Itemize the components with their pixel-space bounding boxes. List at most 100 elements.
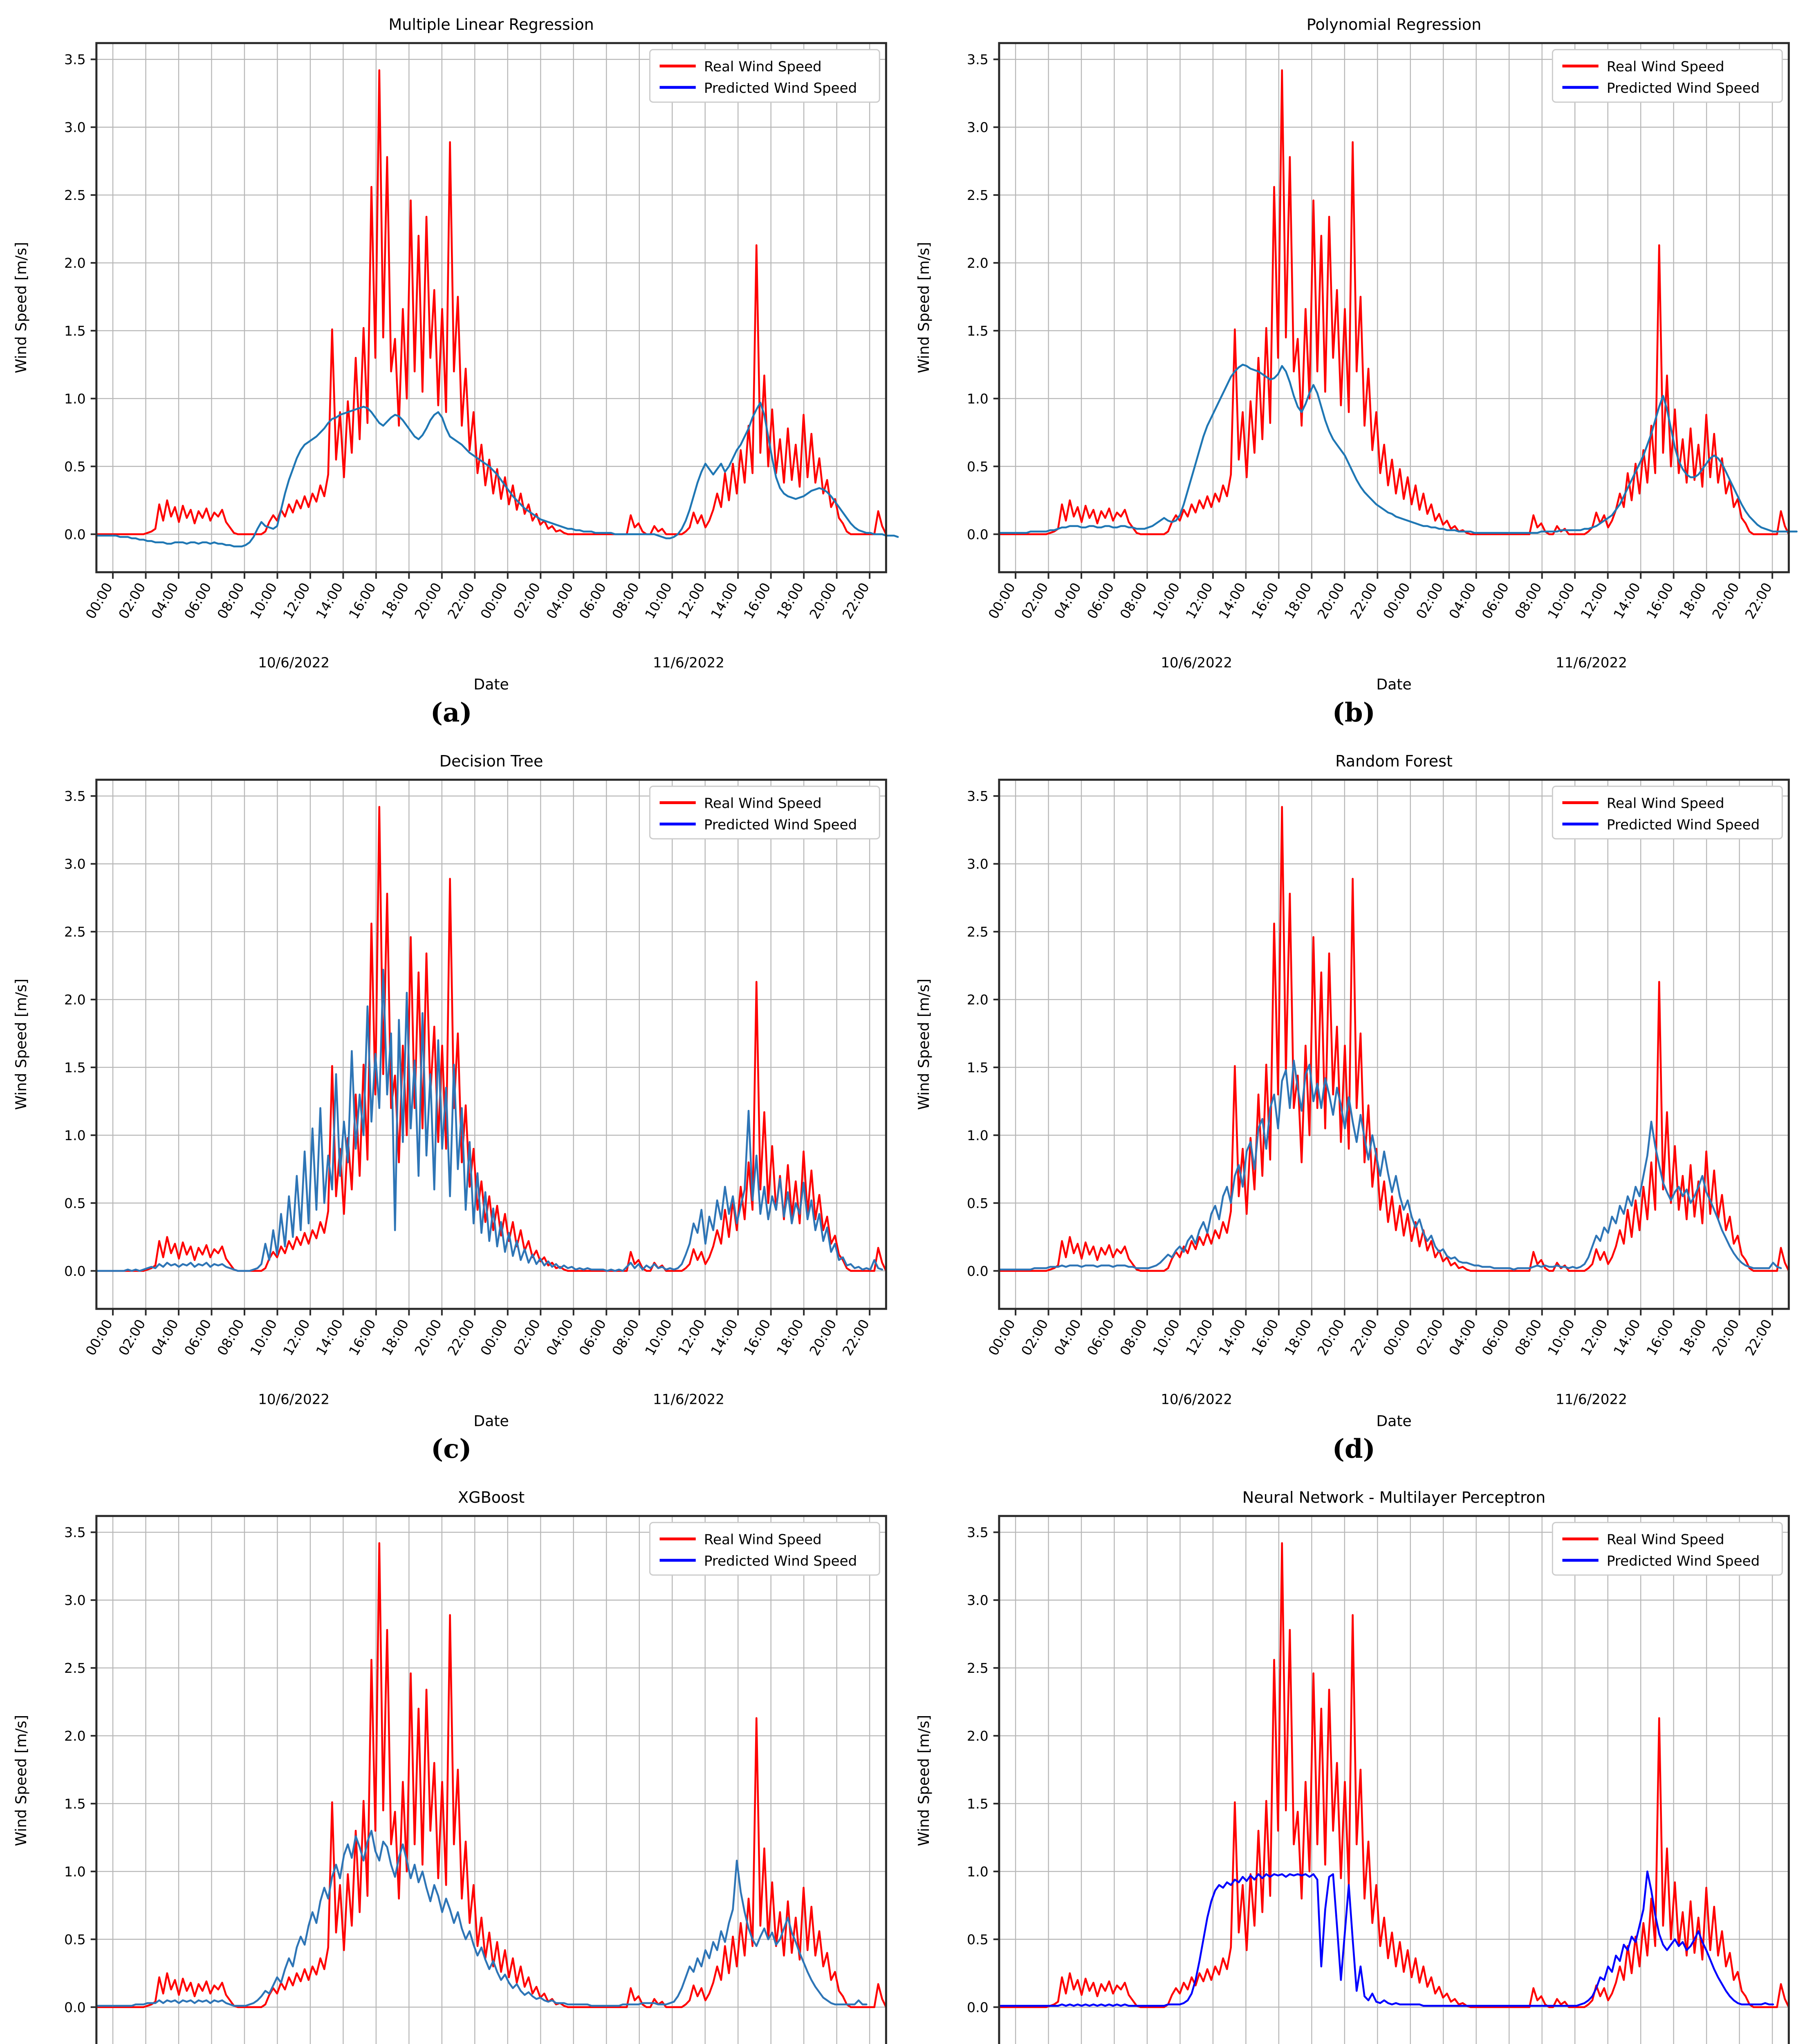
series-real-wind-speed — [998, 806, 1790, 1272]
subplot-f: Neural Network - Multilayer Perceptron 0.… — [902, 1473, 1805, 2044]
chart-f: Neural Network - Multilayer Perceptron 0.… — [902, 1473, 1805, 2044]
axes-frame — [998, 778, 1790, 1310]
y-tick-label: 1.0 — [64, 391, 86, 407]
grid-lines — [999, 43, 1789, 572]
subplot-c: Decision Tree 0.0 0.5 1.0 1.5 2.0 2.5 3.0 3.5 Win… — [0, 736, 903, 1473]
series-predicted-wind-speed — [998, 1870, 1774, 2007]
legend: Real Wind Speed Predicted Wind Speed — [649, 1522, 880, 1576]
legend-label-real: Real Wind Speed — [1606, 59, 1724, 75]
x-day-label: 10/6/2022 — [1161, 655, 1232, 671]
y-tick-label: 0.5 — [967, 1195, 989, 1211]
chart-title: XGBoost — [458, 1489, 525, 1507]
y-axis-label: Wind Speed [m/s] — [915, 242, 933, 373]
legend-label-predicted: Predicted Wind Speed — [1606, 80, 1759, 96]
subplot-b: Polynomial Regression 0.0 0.5 1.0 1.5 2.0 2.5 3… — [902, 0, 1805, 737]
subplot-d: Random Forest 0.0 0.5 1.0 1.5 2.0 2.5 3.0 3.5 Win… — [902, 736, 1805, 1473]
legend-label-predicted: Predicted Wind Speed — [704, 816, 857, 833]
y-tick-label: 2.0 — [64, 992, 86, 1008]
grid-lines — [999, 780, 1789, 1309]
chart-title: Polynomial Regression — [1306, 16, 1481, 34]
y-tick-label: 3.5 — [64, 1525, 86, 1541]
legend: Real Wind Speed Predicted Wind Speed — [649, 785, 880, 840]
legend-label-predicted: Predicted Wind Speed — [704, 1553, 857, 1569]
chart-c: Decision Tree 0.0 0.5 1.0 1.5 2.0 2.5 3.0 3.5 Win… — [0, 736, 903, 1434]
y-tick-label: 0.5 — [967, 1932, 989, 1948]
y-tick-label: 3.0 — [967, 119, 989, 135]
y-tick-label: 2.5 — [967, 1660, 989, 1676]
y-axis: 0.0 0.5 1.0 1.5 2.0 2.5 3.0 3.5 Wind Speed [m/s] — [915, 52, 999, 542]
y-tick-label: 1.0 — [967, 1127, 989, 1143]
y-tick-label: 2.0 — [64, 1728, 86, 1744]
legend-label-real: Real Wind Speed — [1606, 795, 1724, 811]
y-axis: 0.0 0.5 1.0 1.5 2.0 2.5 3.0 3.5 Wind Speed [m/s] — [12, 1525, 96, 2015]
y-tick-label: 3.5 — [967, 1525, 989, 1541]
y-tick-label: 0.0 — [64, 527, 86, 542]
chart-title: Decision Tree — [439, 752, 543, 770]
y-tick-label: 1.5 — [967, 1796, 989, 1812]
series-real-wind-speed — [95, 1542, 887, 2008]
plot-area-b: Polynomial Regression 0.0 0.5 1.0 1.5 2.0 2.5 3… — [902, 0, 1805, 697]
axes-frame — [95, 778, 887, 1310]
y-axis: 0.0 0.5 1.0 1.5 2.0 2.5 3.0 3.5 Wind Speed [m/s] — [12, 788, 96, 1279]
y-tick-label: 1.5 — [64, 1796, 86, 1812]
y-tick-label: 1.5 — [967, 1060, 989, 1076]
subplot-a: Multiple Linear Regression 0.0 0.5 1.0 1.5 2.… — [0, 0, 903, 737]
plot-area-d: Random Forest 0.0 0.5 1.0 1.5 2.0 2.5 3.0 3.5 Win… — [902, 736, 1805, 1434]
legend-label-predicted: Predicted Wind Speed — [1606, 1553, 1759, 1569]
y-tick-label: 2.0 — [967, 1728, 989, 1744]
axes-frame — [95, 1515, 887, 2044]
subplot-caption-b: (b) — [1332, 697, 1375, 728]
y-tick-label: 0.0 — [64, 1999, 86, 2015]
legend: Real Wind Speed Predicted Wind Speed — [1552, 1522, 1783, 1576]
legend: Real Wind Speed Predicted Wind Speed — [649, 49, 880, 103]
plot-area-f: Neural Network - Multilayer Perceptron 0.… — [902, 1473, 1805, 2044]
axes-frame — [998, 42, 1790, 574]
y-axis: 0.0 0.5 1.0 1.5 2.0 2.5 3.0 3.5 Wind Speed [m/s] — [12, 52, 96, 542]
chart-d: Random Forest 0.0 0.5 1.0 1.5 2.0 2.5 3.0 3.5 Win… — [902, 736, 1805, 1434]
series-real-wind-speed — [998, 69, 1790, 536]
series-predicted-wind-speed — [998, 1059, 1782, 1271]
y-tick-label: 2.5 — [64, 924, 86, 940]
y-tick-label: 0.0 — [64, 1263, 86, 1279]
series-predicted-wind-speed — [998, 363, 1798, 534]
y-tick-label: 0.0 — [967, 527, 989, 542]
y-tick-label: 2.5 — [64, 187, 86, 203]
plot-area-c: Decision Tree 0.0 0.5 1.0 1.5 2.0 2.5 3.0 3.5 Win… — [0, 736, 903, 1434]
y-tick-label: 1.0 — [967, 1864, 989, 1880]
chart-title: Random Forest — [1335, 752, 1453, 770]
x-axis-label: Date — [1376, 1412, 1411, 1430]
series-real-wind-speed — [95, 806, 887, 1272]
x-day-label: 11/6/2022 — [653, 1391, 724, 1407]
y-tick-label: 1.5 — [64, 1060, 86, 1076]
y-tick-label: 0.0 — [967, 1263, 989, 1279]
chart-title: Neural Network - Multilayer Perceptron — [1242, 1489, 1545, 1507]
legend-label-real: Real Wind Speed — [704, 59, 822, 75]
y-tick-label: 3.0 — [967, 856, 989, 872]
y-tick-label: 2.0 — [967, 992, 989, 1008]
y-tick-label: 2.5 — [64, 1660, 86, 1676]
y-tick-label: 0.0 — [967, 1999, 989, 2015]
x-axis-label: Date — [473, 1412, 509, 1430]
x-day-label: 11/6/2022 — [653, 655, 724, 671]
y-tick-label: 1.0 — [967, 391, 989, 407]
y-tick-label: 2.5 — [967, 187, 989, 203]
chart-e: XGBoost 0.0 0.5 1.0 1.5 2.0 2.5 3.0 3.5 Wind Spee… — [0, 1473, 903, 2044]
x-day-label: 11/6/2022 — [1556, 1391, 1627, 1407]
y-axis-label: Wind Speed [m/s] — [12, 979, 30, 1110]
y-tick-label: 0.5 — [64, 1195, 86, 1211]
y-axis: 0.0 0.5 1.0 1.5 2.0 2.5 3.0 3.5 Wind Speed [m/s] — [915, 1525, 999, 2015]
x-day-label: 10/6/2022 — [258, 655, 330, 671]
y-tick-label: 2.0 — [64, 255, 86, 271]
y-tick-label: 3.5 — [967, 788, 989, 804]
y-axis-label: Wind Speed [m/s] — [915, 1715, 933, 1846]
subplot-caption-a: (a) — [430, 697, 472, 728]
y-tick-label: 1.0 — [64, 1864, 86, 1880]
y-tick-label: 3.5 — [64, 788, 86, 804]
series-real-wind-speed — [95, 69, 887, 536]
y-tick-label: 3.0 — [967, 1593, 989, 1609]
plot-area-e: XGBoost 0.0 0.5 1.0 1.5 2.0 2.5 3.0 3.5 Wind Spee… — [0, 1473, 903, 2044]
legend-label-predicted: Predicted Wind Speed — [704, 80, 857, 96]
legend: Real Wind Speed Predicted Wind Speed — [1552, 785, 1783, 840]
grid-lines — [96, 43, 886, 572]
